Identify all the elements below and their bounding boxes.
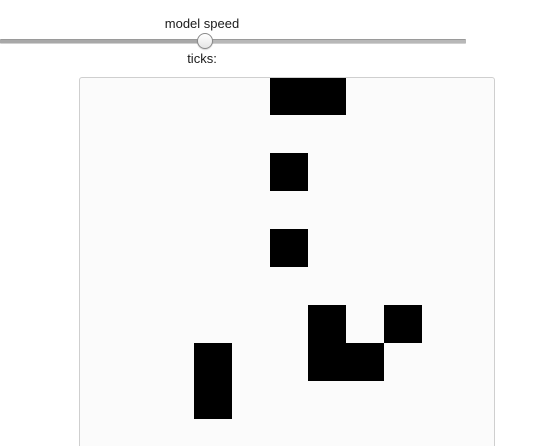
ticks-counter: ticks:: [0, 51, 404, 66]
live-cell: [270, 77, 308, 115]
live-cell: [194, 343, 232, 381]
live-cell: [308, 343, 346, 381]
live-cell: [270, 153, 308, 191]
ticks-label: ticks:: [187, 51, 217, 66]
live-cell: [308, 305, 346, 343]
live-cell: [194, 381, 232, 419]
live-cell: [308, 77, 346, 115]
model-speed-slider-track[interactable]: [0, 39, 466, 44]
world-view[interactable]: [79, 77, 495, 446]
model-speed-label: model speed: [0, 16, 404, 31]
model-speed-slider-fill: [0, 40, 205, 43]
live-cell: [346, 343, 384, 381]
live-cell: [270, 229, 308, 267]
live-cell: [384, 305, 422, 343]
model-speed-slider-thumb[interactable]: [197, 33, 213, 49]
